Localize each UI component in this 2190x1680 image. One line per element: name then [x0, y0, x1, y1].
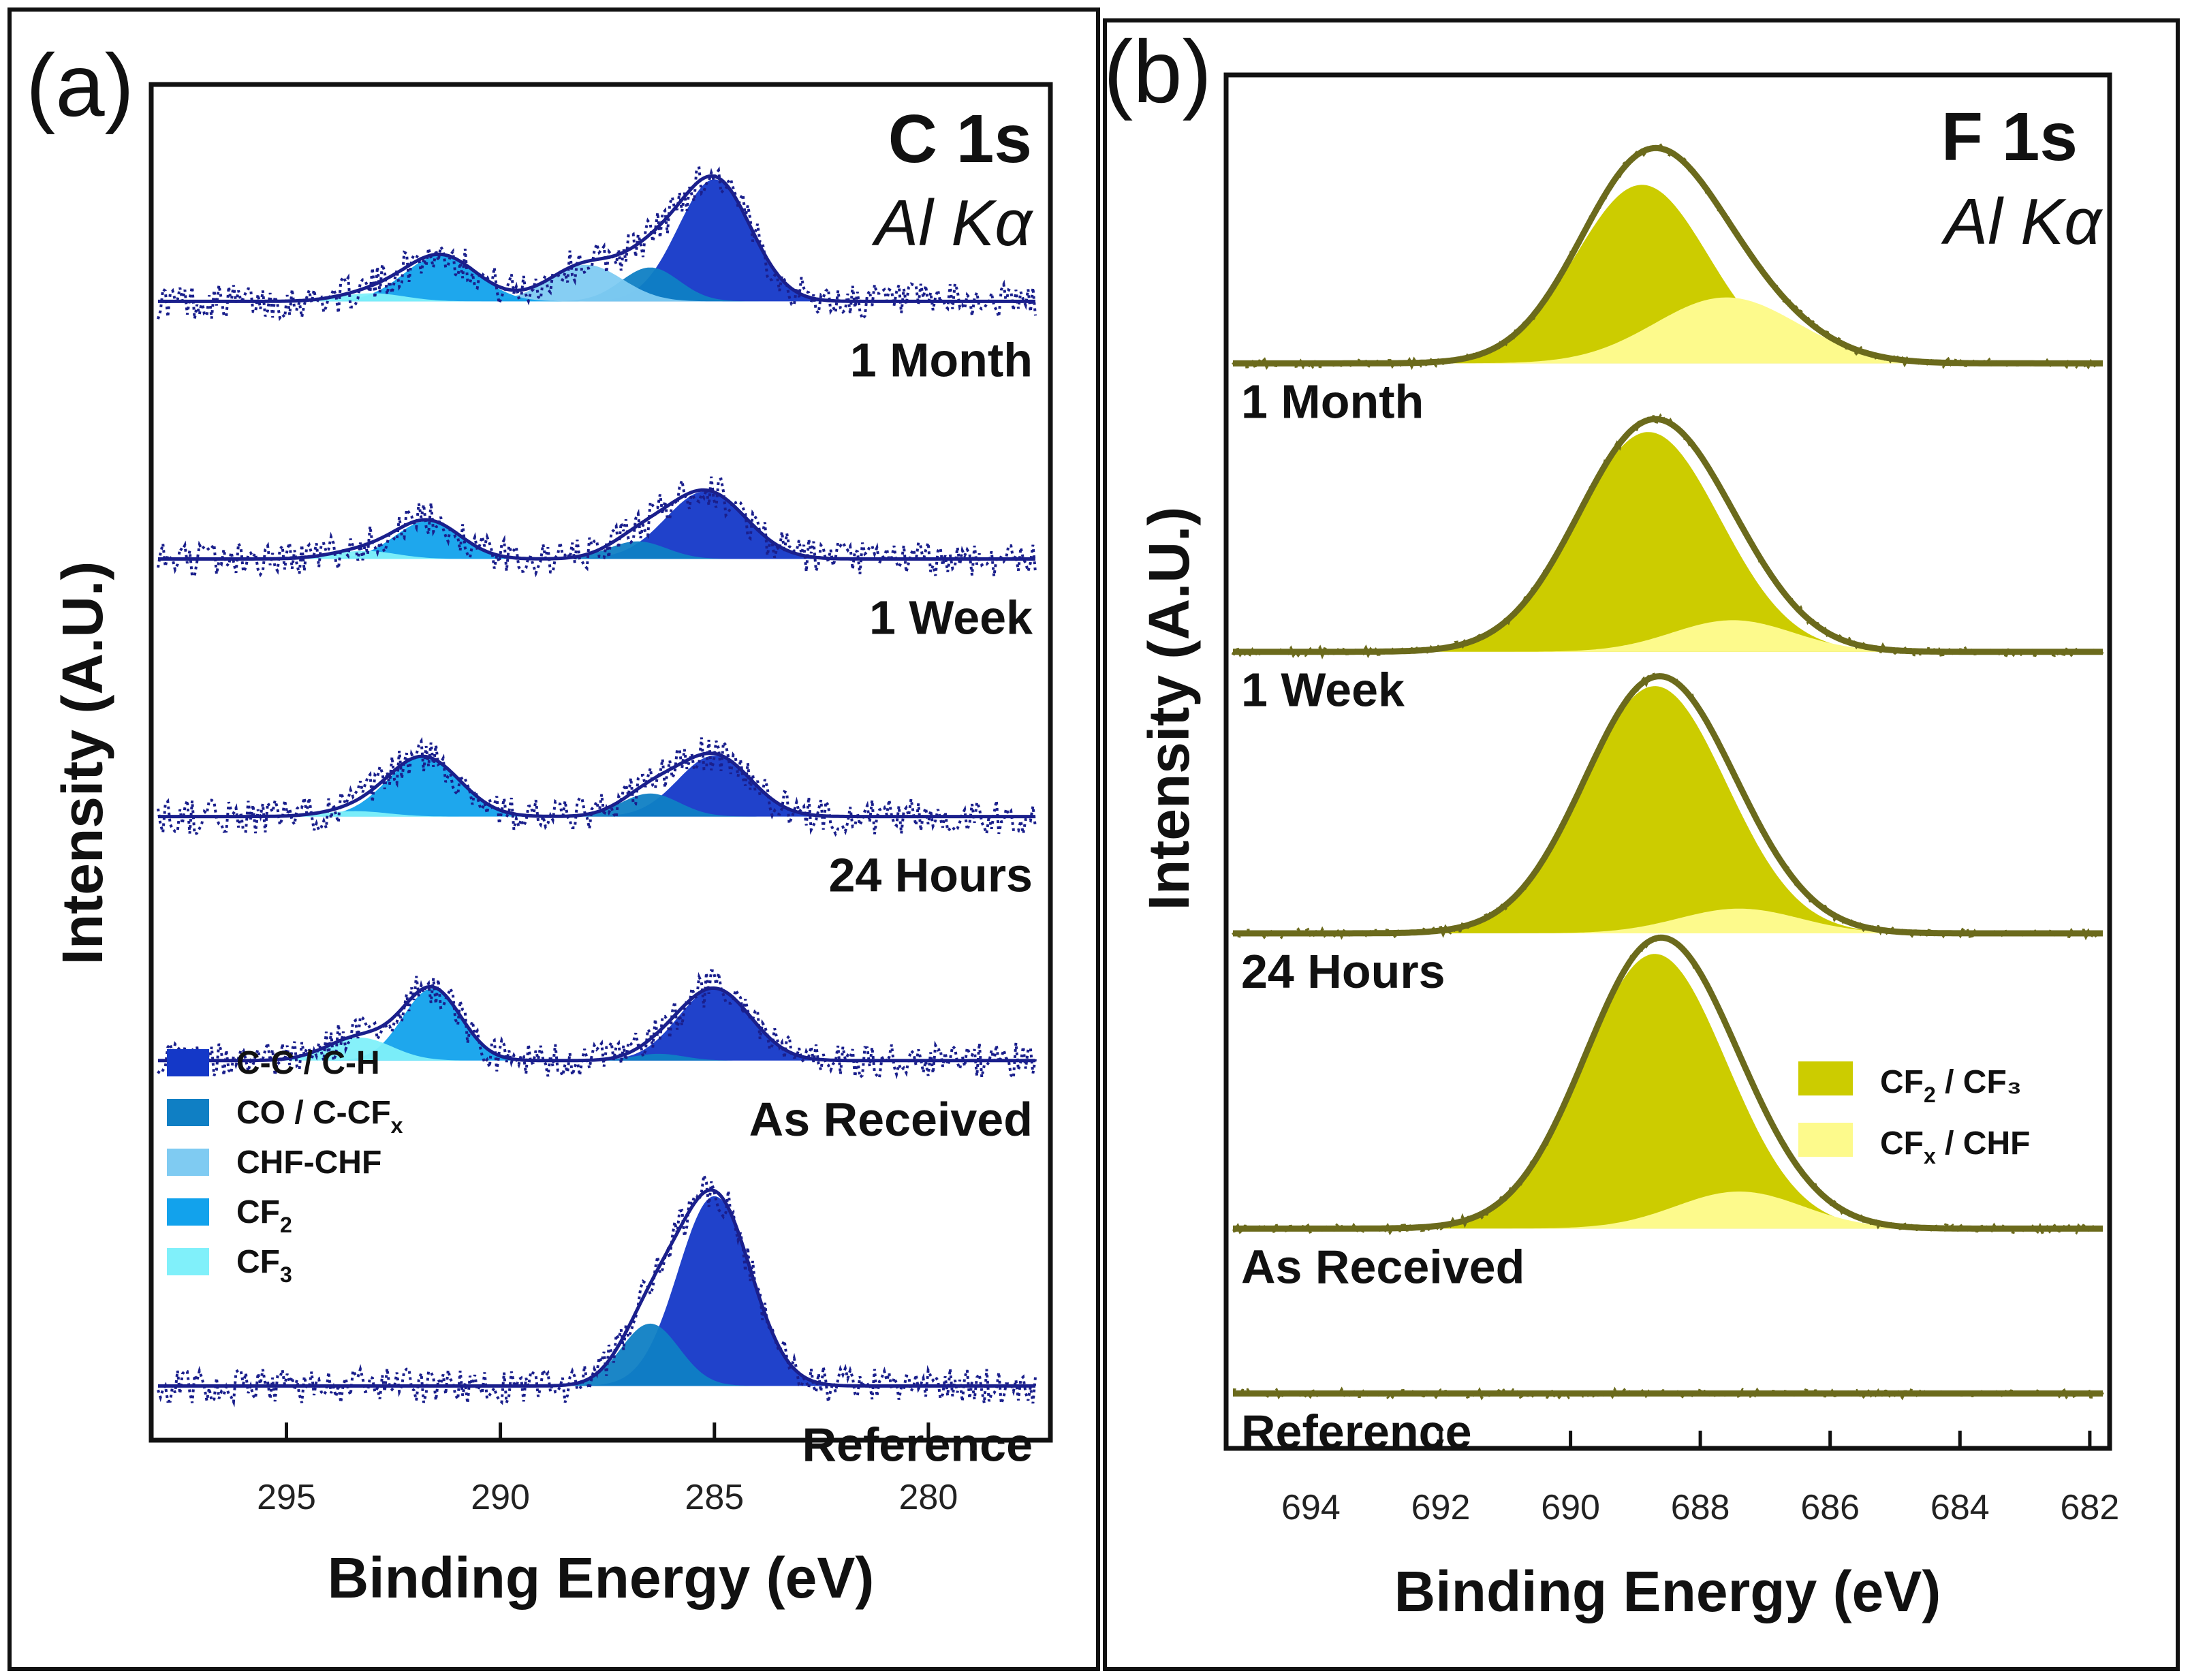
- legend-swatch-chf-chf: [167, 1149, 209, 1176]
- panel-b-legend: CF2 / CF₃ CFx / CHF: [1798, 1061, 2030, 1168]
- panel-b-x-axis-title: Binding Energy (eV): [1394, 1559, 1941, 1623]
- trace-label-1-month: 1 Month: [850, 333, 1033, 386]
- envelope-line: [158, 174, 1035, 303]
- data-points: [157, 969, 1037, 1081]
- legend-label-co-c-cfx: CO / C-CFx: [236, 1095, 403, 1138]
- trace-label-24-hours: 24 Hours: [1241, 945, 1445, 998]
- panel-b-x-ticks: 694 692 690 688 686 684 682: [1281, 1431, 2119, 1527]
- panel-b-y-axis-title: Intensity (A.U.): [1137, 507, 1201, 911]
- legend-label-cfx: CFx / CHF: [1880, 1125, 2030, 1168]
- panel-b-subtitle: Al Kα: [1941, 185, 2103, 258]
- x-tick-label-694: 694: [1281, 1488, 1341, 1527]
- data-points: [157, 736, 1037, 837]
- component-cf-2: [158, 520, 1035, 559]
- trace-label-24-hours: 24 Hours: [828, 849, 1033, 902]
- x-tick-label-295: 295: [257, 1478, 316, 1517]
- trace-1-month: 1 Month: [157, 166, 1037, 386]
- trace-label-1-week: 1 Week: [869, 591, 1033, 644]
- legend-label-c-c-c-h: C-C / C-H: [236, 1045, 380, 1081]
- trace-label-reference: Reference: [802, 1418, 1033, 1471]
- component-cf-x-chf: [1233, 1192, 2103, 1229]
- legend-swatch-cf3: [167, 1248, 209, 1275]
- envelope-line: [158, 1188, 1035, 1388]
- panel-a-legend: C-C / C-H CO / C-CFx CHF-CHF CF2 CF3: [167, 1045, 403, 1287]
- panel-b-title: F 1s: [1941, 99, 2078, 175]
- trace-1-week: 1 Week: [157, 476, 1037, 644]
- trace-24-hours: 24 Hours: [157, 736, 1037, 902]
- legend-label-chf-chf: CHF-CHF: [236, 1145, 381, 1181]
- envelope-line: [158, 751, 1035, 819]
- envelope-line: [1233, 144, 2103, 367]
- legend-label-cf2: CF2 / CF₃: [1880, 1064, 2022, 1107]
- trace-reference: Reference: [157, 1175, 1037, 1471]
- envelope-line: [1233, 934, 2103, 1232]
- data-points: [157, 1175, 1037, 1407]
- component-co-c-cf-x: [158, 541, 1035, 559]
- legend-swatch-cf2: [167, 1198, 209, 1226]
- trace-label-reference: Reference: [1241, 1405, 1472, 1458]
- panel-a-y-axis-title: Intensity (A.U.): [50, 561, 114, 965]
- legend-swatch-co-c-cfx: [167, 1099, 209, 1126]
- legend-label-cf3: CF3: [236, 1244, 292, 1287]
- trace-as-received: As Received: [157, 969, 1037, 1146]
- x-tick-label-686: 686: [1800, 1488, 1860, 1527]
- trace-24-hours: 24 Hours: [1232, 672, 2104, 998]
- panel-a-subtitle: Al Kα: [871, 187, 1033, 260]
- x-tick-label-692: 692: [1411, 1488, 1471, 1527]
- envelope-line: [158, 488, 1035, 561]
- envelope-line: [1233, 673, 2103, 937]
- panel-a-x-axis-title: Binding Energy (eV): [328, 1546, 875, 1610]
- component-cf-x-chf: [1233, 297, 2103, 364]
- panel-b-letter: (b): [1104, 22, 1212, 121]
- component-chf-chf: [158, 264, 1035, 302]
- panel-a-title: C 1s: [888, 101, 1032, 177]
- panel-a-plot-frame: [148, 82, 1053, 1443]
- x-tick-label-280: 280: [899, 1478, 958, 1517]
- component-cf-x-chf: [1233, 620, 2103, 652]
- component-cf-2-cf-3: [1233, 686, 2103, 933]
- trace-as-received: As Received: [1232, 933, 2104, 1293]
- component-cf-x-chf: [1233, 908, 2103, 933]
- x-tick-label-285: 285: [685, 1478, 744, 1517]
- panel-b: (b) 1 Month 1 Week 24 Hours As Received Refe…: [1103, 18, 2180, 1671]
- trace-label-as-received: As Received: [1241, 1240, 1524, 1293]
- component-c-c-c-h: [158, 756, 1035, 817]
- envelope-line: [1233, 416, 2103, 655]
- trace-1-month: 1 Month: [1232, 143, 2104, 428]
- component-cf-3: [158, 811, 1035, 817]
- trace-reference: Reference: [1232, 1386, 2105, 1458]
- panel-a-plot-area: 1 Month 1 Week 24 Hours As Received Referenc…: [157, 166, 1037, 1471]
- component-cf-2-cf-3: [1233, 432, 2103, 652]
- x-tick-label-688: 688: [1671, 1488, 1730, 1527]
- panel-b-plot-frame: [1223, 72, 2112, 1451]
- legend-swatch-c-c-c-h: [167, 1049, 209, 1076]
- envelope-line: [158, 984, 1035, 1063]
- x-tick-label-682: 682: [2061, 1488, 2120, 1527]
- panel-a-border: [7, 7, 1100, 1671]
- component-cf-2: [158, 757, 1035, 817]
- trace-label-1-month: 1 Month: [1241, 375, 1424, 428]
- legend-label-cf2: CF2: [236, 1194, 292, 1237]
- trace-label-1-week: 1 Week: [1241, 664, 1405, 717]
- panel-a-x-ticks: 295 290 285 280: [257, 1422, 958, 1517]
- legend-swatch-cf2: [1798, 1061, 1853, 1095]
- panel-a: (a) 1 Month 1 Week 24 Hours As Received Refe…: [7, 7, 1100, 1671]
- component-cf-2-cf-3: [1233, 185, 2103, 364]
- component-cf-2-cf-3: [1233, 954, 2103, 1229]
- component-cf-3: [158, 1038, 1035, 1061]
- component-cf-3: [158, 293, 1035, 302]
- legend-swatch-cfx: [1798, 1123, 1853, 1157]
- panel-b-plot-area: 1 Month 1 Week 24 Hours As Received Referenc…: [1231, 143, 2105, 1458]
- trace-label-as-received: As Received: [749, 1093, 1033, 1146]
- panel-b-border: [1103, 18, 2180, 1671]
- data-points: [157, 476, 1037, 578]
- x-tick-label-690: 690: [1541, 1488, 1600, 1527]
- panel-a-letter: (a): [26, 35, 134, 135]
- x-tick-label-290: 290: [471, 1478, 530, 1517]
- data-points: [157, 166, 1037, 322]
- trace-1-week: 1 Week: [1231, 413, 2105, 717]
- x-tick-label-684: 684: [1930, 1488, 1990, 1527]
